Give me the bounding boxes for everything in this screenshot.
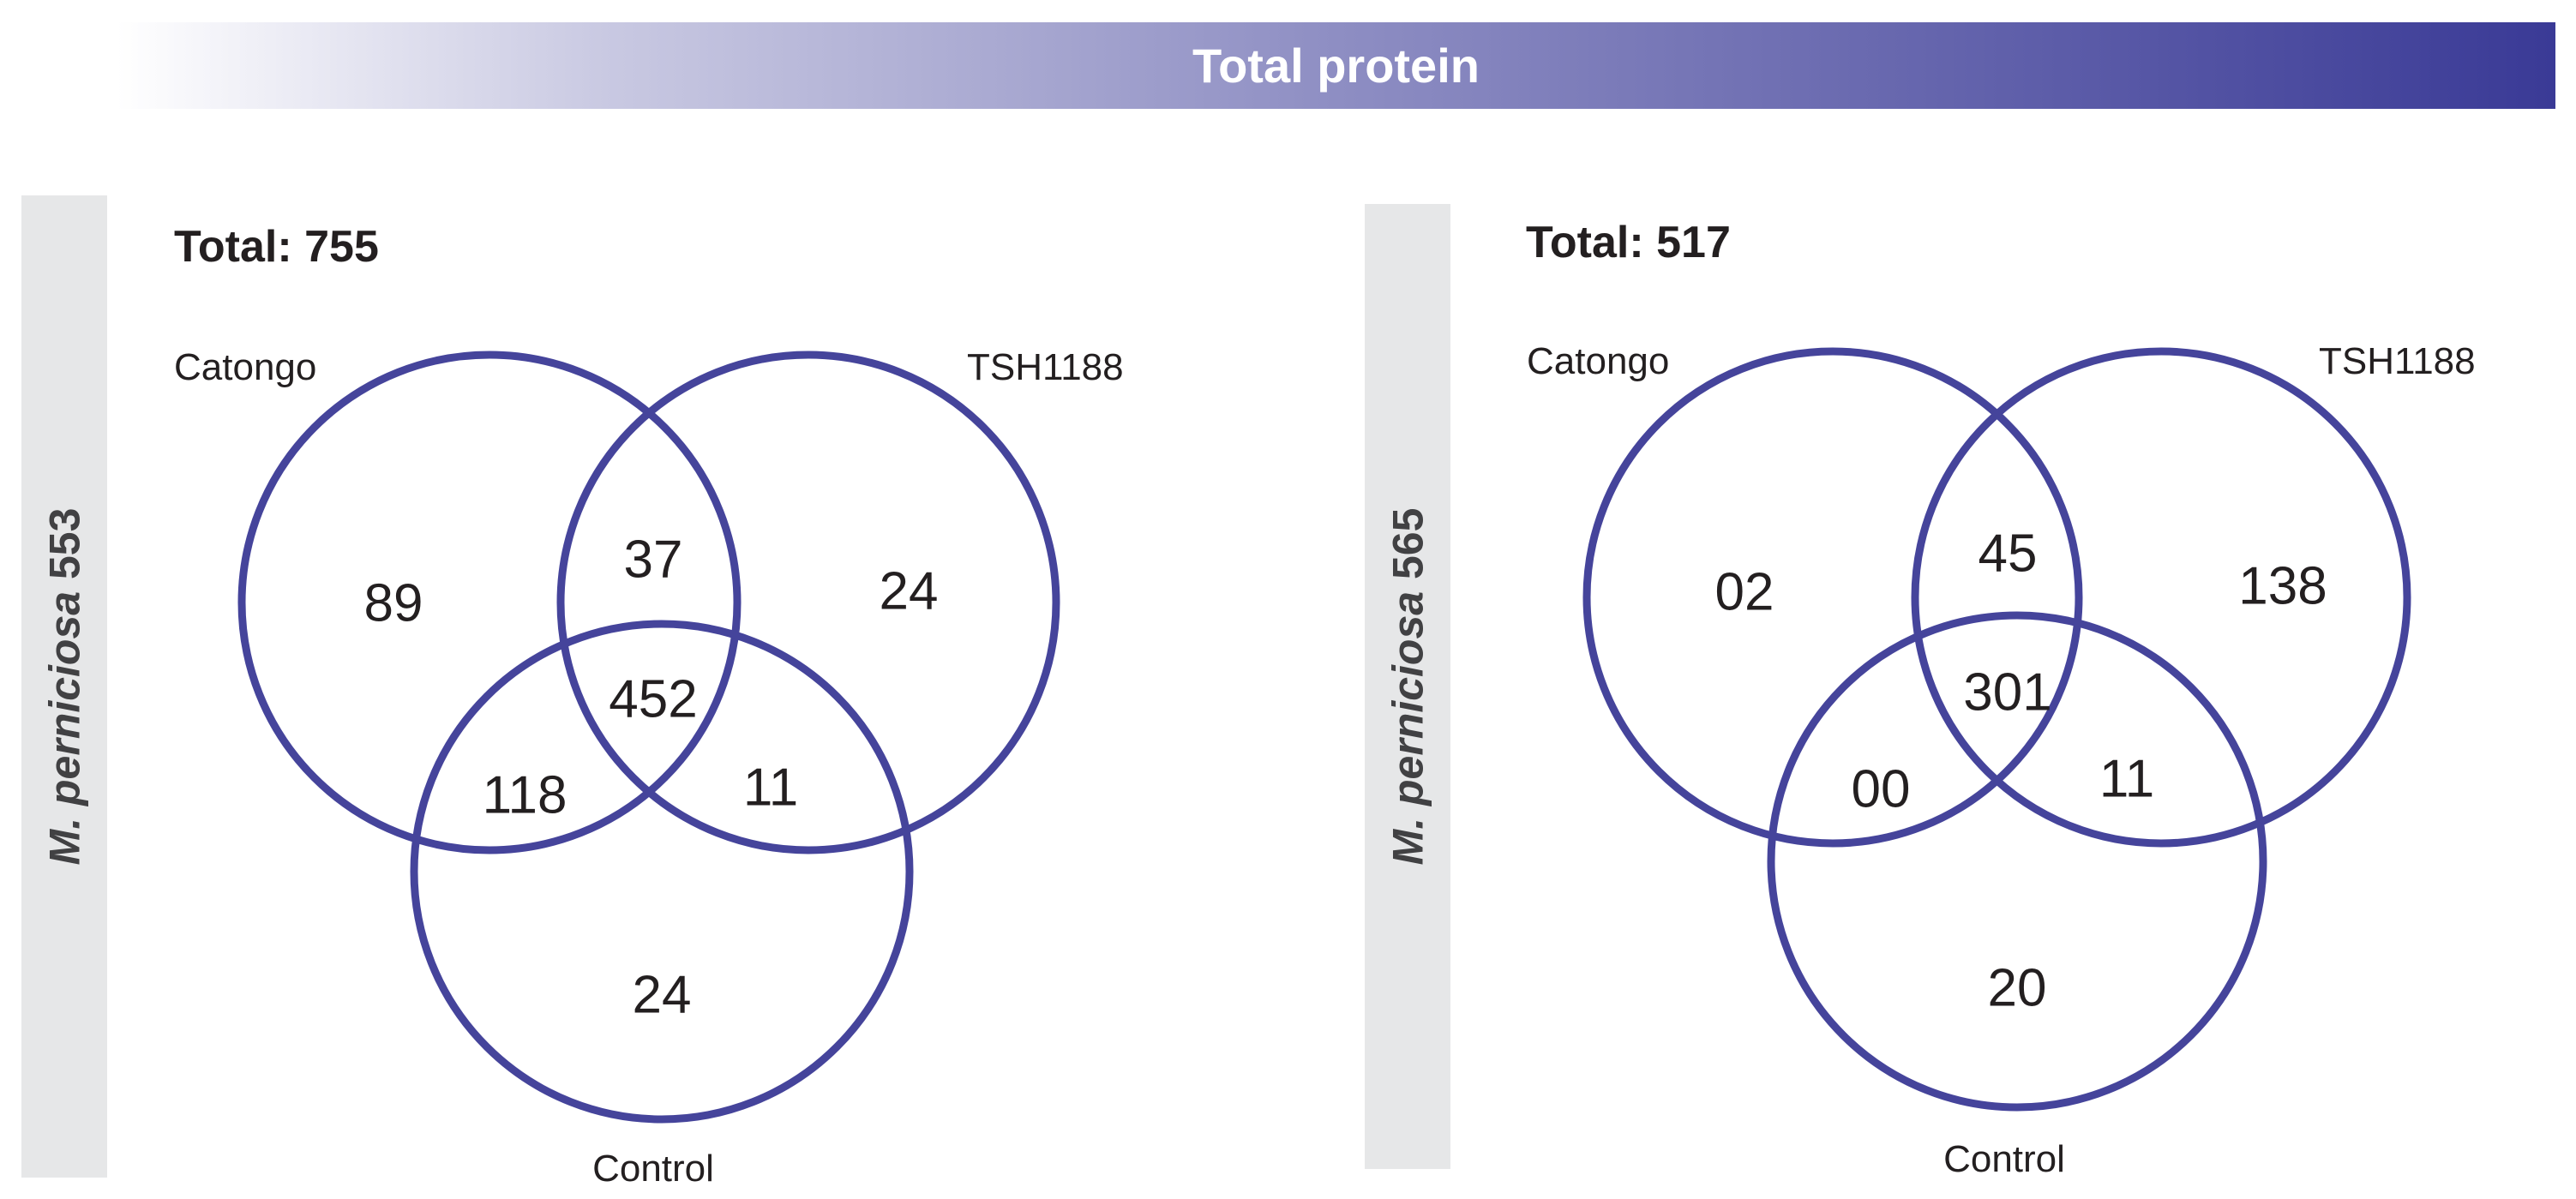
circle-control [410, 620, 914, 1124]
set-label-catongo: Catongo [1527, 340, 1669, 382]
circle-catongo [237, 351, 742, 854]
circle-control [1767, 611, 2267, 1112]
count-all-three: 452 [609, 669, 697, 728]
circle-tsh1188 [1911, 347, 2411, 848]
count-catongo-tsh1188: 45 [1979, 524, 2038, 583]
count-catongo-control: 00 [1852, 759, 1911, 818]
set-label-tsh1188: TSH1188 [2319, 340, 2476, 382]
set-label-control: Control [1943, 1138, 2065, 1180]
set-label-control: Control [592, 1148, 714, 1190]
count-catongo-only: 89 [364, 573, 423, 632]
count-catongo-control: 118 [483, 765, 567, 824]
count-control-only: 20 [1988, 958, 2047, 1017]
page-title: Total protein [1192, 39, 1480, 93]
count-tsh1188-only: 138 [2238, 556, 2327, 615]
total-label: Total: 755 [174, 222, 379, 272]
count-tsh1188-control: 11 [2099, 749, 2154, 808]
count-catongo-tsh1188: 37 [624, 530, 683, 589]
total-label: Total: 517 [1526, 218, 1731, 267]
title-banner: Total protein [117, 22, 2555, 109]
side-bar-553: M. perniciosa 553 [21, 195, 107, 1178]
side-bar-565: M. perniciosa 565 [1365, 204, 1450, 1169]
circle-catongo [1582, 347, 2083, 848]
venn-panel-565: Total: 517 Catongo TSH1188 Control 02 45… [1526, 218, 2476, 1180]
set-label-tsh1188: TSH1188 [967, 346, 1124, 388]
count-control-only: 24 [633, 965, 692, 1024]
count-tsh1188-control: 11 [743, 758, 798, 817]
circle-tsh1188 [556, 351, 1060, 854]
count-all-three: 301 [1963, 662, 2051, 722]
count-tsh1188-only: 24 [880, 561, 939, 620]
set-label-catongo: Catongo [174, 346, 316, 388]
count-catongo-only: 02 [1715, 562, 1774, 621]
venn-panel-553: Total: 755 Catongo TSH1188 Control 89 37… [174, 222, 1124, 1190]
